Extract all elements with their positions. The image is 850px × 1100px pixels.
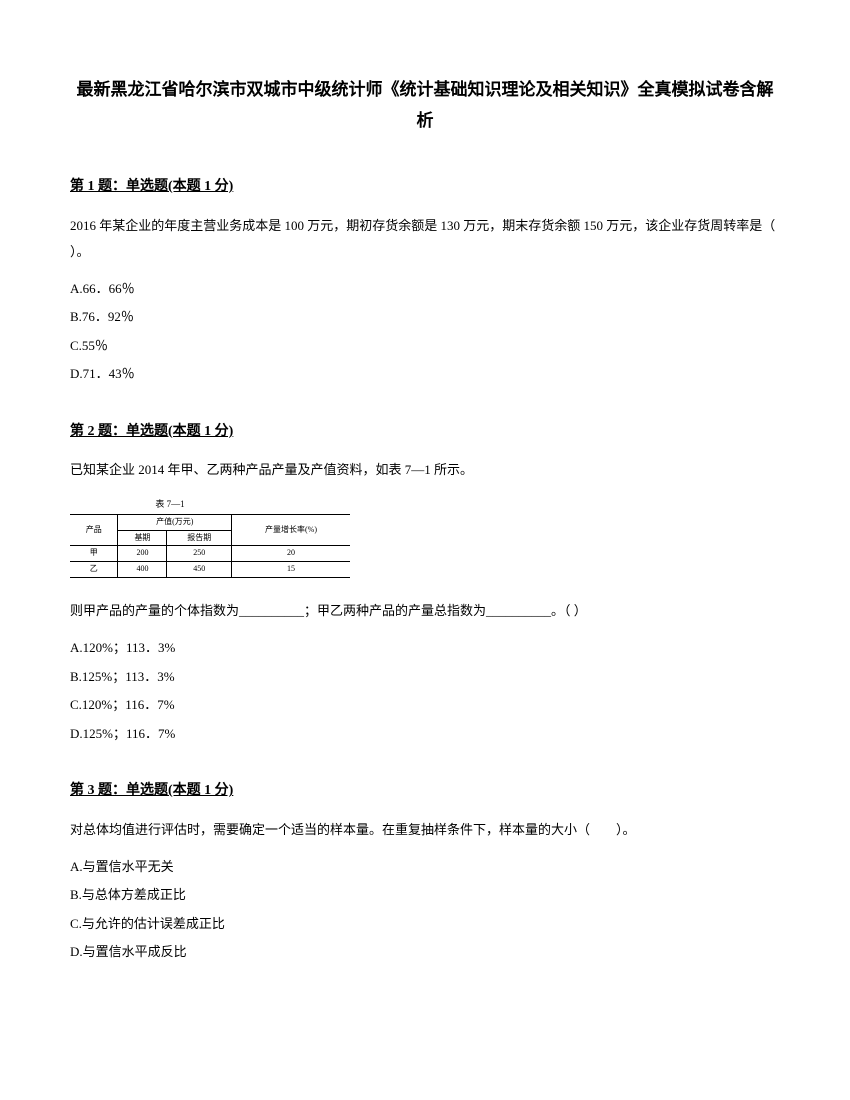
question-1-option-d: D.71．43％ xyxy=(70,360,780,389)
table-col-report: 报告期 xyxy=(167,530,232,546)
question-3-option-c: C.与允许的估计误差成正比 xyxy=(70,910,780,939)
question-3-header: 第 3 题：单选题(本题 1 分) xyxy=(70,780,780,802)
question-1: 第 1 题：单选题(本题 1 分) 2016 年某企业的年度主营业务成本是 10… xyxy=(70,176,780,389)
data-table: 产品 产值(万元) 产量增长率(%) 基期 报告期 甲 200 250 20 乙… xyxy=(70,514,350,578)
question-2-option-d: D.125%；116．7% xyxy=(70,720,780,749)
question-3: 第 3 题：单选题(本题 1 分) 对总体均值进行评估时，需要确定一个适当的样本… xyxy=(70,780,780,967)
question-1-text: 2016 年某企业的年度主营业务成本是 100 万元，期初存货余额是 130 万… xyxy=(70,213,780,265)
question-1-option-c: C.55％ xyxy=(70,332,780,361)
question-2-option-c: C.120%；116．7% xyxy=(70,691,780,720)
table-header-product: 产品 xyxy=(70,514,118,546)
table-title: 表 7—1 xyxy=(70,497,270,511)
question-3-option-d: D.与置信水平成反比 xyxy=(70,938,780,967)
question-2-table-container: 表 7—1 产品 产值(万元) 产量增长率(%) 基期 报告期 甲 200 25… xyxy=(70,497,780,578)
question-3-option-a: A.与置信水平无关 xyxy=(70,853,780,882)
question-3-text: 对总体均值进行评估时，需要确定一个适当的样本量。在重复抽样条件下，样本量的大小（… xyxy=(70,817,780,843)
table-row: 450 xyxy=(167,562,232,578)
question-2-option-b: B.125%；113．3% xyxy=(70,663,780,692)
question-1-option-a: A.66．66％ xyxy=(70,275,780,304)
table-col-base: 基期 xyxy=(118,530,167,546)
table-row: 20 xyxy=(232,546,350,562)
table-row: 甲 xyxy=(70,546,118,562)
table-row: 250 xyxy=(167,546,232,562)
question-2-header: 第 2 题：单选题(本题 1 分) xyxy=(70,421,780,443)
table-header-value: 产值(万元) xyxy=(118,514,232,530)
question-2-text: 已知某企业 2014 年甲、乙两种产品产量及产值资料，如表 7—1 所示。 xyxy=(70,457,780,483)
table-row: 15 xyxy=(232,562,350,578)
question-2: 第 2 题：单选题(本题 1 分) 已知某企业 2014 年甲、乙两种产品产量及… xyxy=(70,421,780,748)
table-header-growth: 产量增长率(%) xyxy=(232,514,350,546)
table-row: 乙 xyxy=(70,562,118,578)
table-row: 200 xyxy=(118,546,167,562)
table-row: 400 xyxy=(118,562,167,578)
question-1-option-b: B.76．92％ xyxy=(70,303,780,332)
question-2-option-a: A.120%；113．3% xyxy=(70,634,780,663)
question-1-header: 第 1 题：单选题(本题 1 分) xyxy=(70,176,780,198)
question-3-option-b: B.与总体方差成正比 xyxy=(70,881,780,910)
question-2-text2: 则甲产品的产量的个体指数为__________；甲乙两种产品的产量总指数为___… xyxy=(70,598,780,624)
page-title: 最新黑龙江省哈尔滨市双城市中级统计师《统计基础知识理论及相关知识》全真模拟试卷含… xyxy=(70,75,780,136)
